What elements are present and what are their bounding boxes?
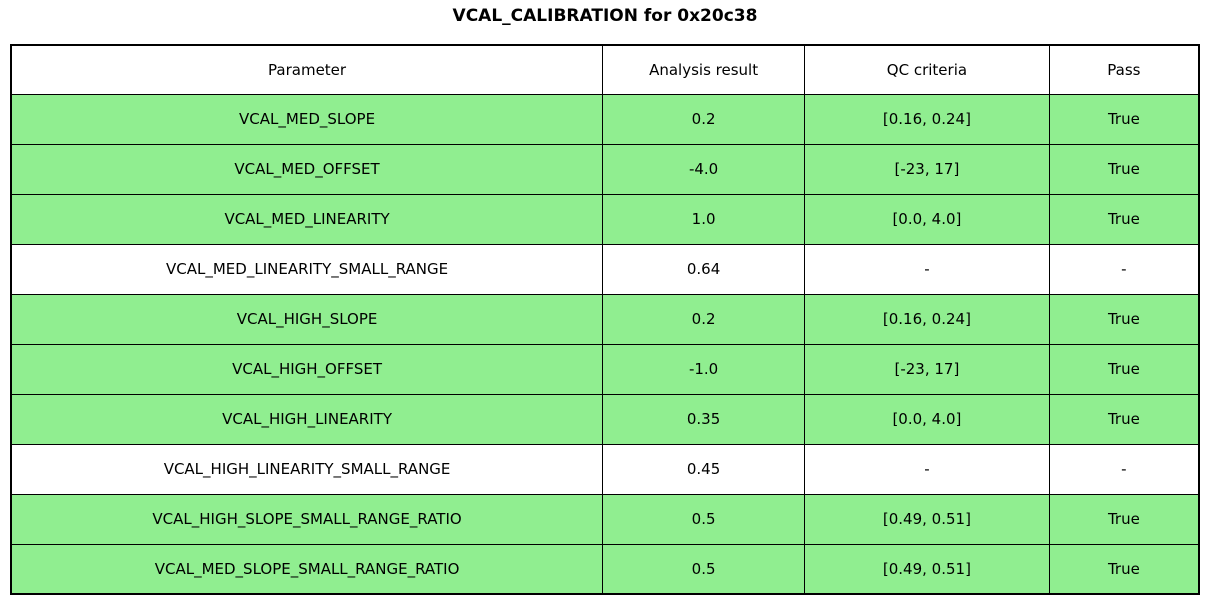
cell-pass: True (1048, 143, 1200, 195)
cell-analysis-result: 0.5 (602, 543, 806, 595)
cell-qc-criteria: [0.49, 0.51] (804, 543, 1050, 595)
cell-pass: True (1048, 293, 1200, 345)
cell-pass: True (1048, 93, 1200, 145)
cell-parameter: VCAL_HIGH_OFFSET (10, 343, 604, 395)
table-row: VCAL_HIGH_OFFSET -1.0 [-23, 17] True (10, 343, 1200, 395)
column-header-qc-criteria: QC criteria (804, 44, 1050, 95)
cell-pass: True (1048, 543, 1200, 595)
table-row: VCAL_MED_SLOPE_SMALL_RANGE_RATIO 0.5 [0.49… (10, 543, 1200, 595)
table-row: VCAL_HIGH_LINEARITY 0.35 [0.0, 4.0] True (10, 393, 1200, 445)
table-row: VCAL_MED_LINEARITY 1.0 [0.0, 4.0] True (10, 193, 1200, 245)
cell-analysis-result: -1.0 (602, 343, 806, 395)
cell-analysis-result: 0.45 (602, 443, 806, 495)
column-header-pass: Pass (1048, 44, 1200, 95)
qc-results-table: Parameter Analysis result QC criteria Pa… (10, 44, 1200, 595)
table-row: VCAL_HIGH_SLOPE 0.2 [0.16, 0.24] True (10, 293, 1200, 345)
cell-qc-criteria: [-23, 17] (804, 143, 1050, 195)
cell-analysis-result: 0.2 (602, 93, 806, 145)
cell-pass: True (1048, 393, 1200, 445)
cell-analysis-result: -4.0 (602, 143, 806, 195)
cell-qc-criteria: - (804, 443, 1050, 495)
cell-pass: True (1048, 493, 1200, 545)
cell-analysis-result: 0.5 (602, 493, 806, 545)
cell-qc-criteria: [-23, 17] (804, 343, 1050, 395)
cell-analysis-result: 1.0 (602, 193, 806, 245)
cell-qc-criteria: [0.0, 4.0] (804, 393, 1050, 445)
table-body: VCAL_MED_SLOPE 0.2 [0.16, 0.24] True VCAL_ME… (10, 93, 1200, 595)
cell-pass: - (1048, 243, 1200, 295)
cell-analysis-result: 0.2 (602, 293, 806, 345)
figure-title: VCAL_CALIBRATION for 0x20c38 (452, 6, 758, 26)
table-row: VCAL_MED_SLOPE 0.2 [0.16, 0.24] True (10, 93, 1200, 145)
cell-pass: - (1048, 443, 1200, 495)
cell-qc-criteria: [0.16, 0.24] (804, 293, 1050, 345)
cell-analysis-result: 0.35 (602, 393, 806, 445)
cell-parameter: VCAL_MED_SLOPE_SMALL_RANGE_RATIO (10, 543, 604, 595)
column-header-parameter: Parameter (10, 44, 604, 95)
cell-parameter: VCAL_HIGH_SLOPE_SMALL_RANGE_RATIO (10, 493, 604, 545)
cell-qc-criteria: [0.16, 0.24] (804, 93, 1050, 145)
table-row: VCAL_MED_OFFSET -4.0 [-23, 17] True (10, 143, 1200, 195)
cell-qc-criteria: [0.0, 4.0] (804, 193, 1050, 245)
table-header-row: Parameter Analysis result QC criteria Pa… (10, 44, 1200, 95)
cell-qc-criteria: - (804, 243, 1050, 295)
column-header-analysis-result: Analysis result (602, 44, 806, 95)
cell-parameter: VCAL_MED_LINEARITY_SMALL_RANGE (10, 243, 604, 295)
cell-parameter: VCAL_MED_SLOPE (10, 93, 604, 145)
cell-parameter: VCAL_HIGH_LINEARITY_SMALL_RANGE (10, 443, 604, 495)
table-row: VCAL_HIGH_LINEARITY_SMALL_RANGE 0.45- - (10, 443, 1200, 495)
table-row: VCAL_HIGH_SLOPE_SMALL_RANGE_RATIO 0.5 [0.4… (10, 493, 1200, 545)
cell-parameter: VCAL_MED_LINEARITY (10, 193, 604, 245)
table-row: VCAL_MED_LINEARITY_SMALL_RANGE 0.64- - (10, 243, 1200, 295)
cell-pass: True (1048, 193, 1200, 245)
cell-parameter: VCAL_HIGH_LINEARITY (10, 393, 604, 445)
cell-parameter: VCAL_MED_OFFSET (10, 143, 604, 195)
cell-parameter: VCAL_HIGH_SLOPE (10, 293, 604, 345)
cell-qc-criteria: [0.49, 0.51] (804, 493, 1050, 545)
cell-analysis-result: 0.64 (602, 243, 806, 295)
cell-pass: True (1048, 343, 1200, 395)
